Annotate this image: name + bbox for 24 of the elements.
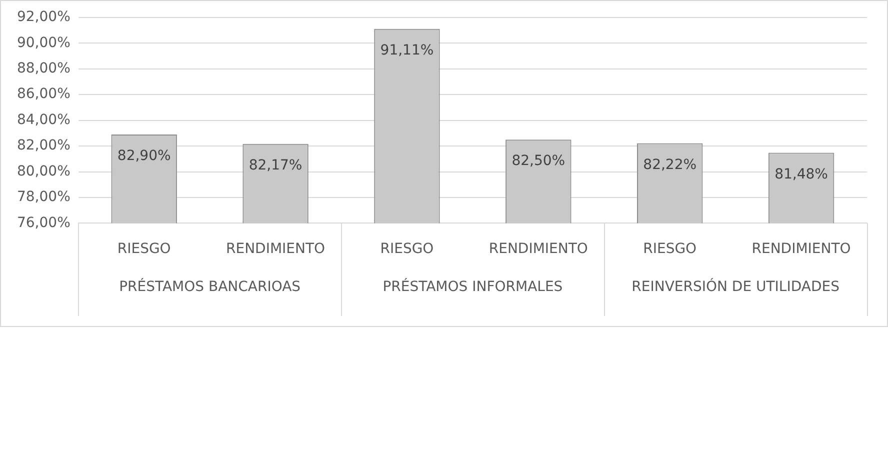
y-tick-label: 82,00%: [16, 138, 70, 154]
text: REINVERSIÓN DE UTILIDADES: [632, 278, 840, 295]
data-label: 82,17%: [248, 157, 302, 174]
x-tick-label: RIESGO: [380, 241, 434, 258]
y-tick-label: 88,00%: [16, 60, 70, 76]
x-tick-label: RENDIMIENTO: [488, 241, 588, 258]
x-tick-label: RIESGO: [117, 241, 171, 258]
data-label: 82,90%: [117, 148, 171, 164]
y-tick-label: 76,00%: [16, 214, 70, 231]
x-tick-label: RIESGO: [643, 241, 697, 258]
y-tick-label: 78,00%: [16, 189, 70, 206]
data-label: 82,50%: [512, 153, 566, 170]
y-tick-label: 90,00%: [16, 34, 70, 51]
x-tick-label: RENDIMIENTO: [752, 241, 851, 258]
y-tick-label: 92,00%: [16, 9, 70, 26]
data-label: 81,48%: [774, 166, 828, 182]
data-label: 82,22%: [643, 156, 697, 173]
y-tick-label: 84,00%: [16, 112, 70, 128]
data-label: 91,11%: [380, 42, 434, 58]
text: PRÉSTAMOS INFORMALES: [382, 278, 563, 295]
y-tick-label: 80,00%: [16, 163, 70, 180]
y-tick-label: 86,00%: [16, 86, 70, 102]
text: PRÉSTAMOS BANCARIOAS: [119, 278, 301, 295]
x-tick-label: RENDIMIENTO: [226, 241, 326, 258]
